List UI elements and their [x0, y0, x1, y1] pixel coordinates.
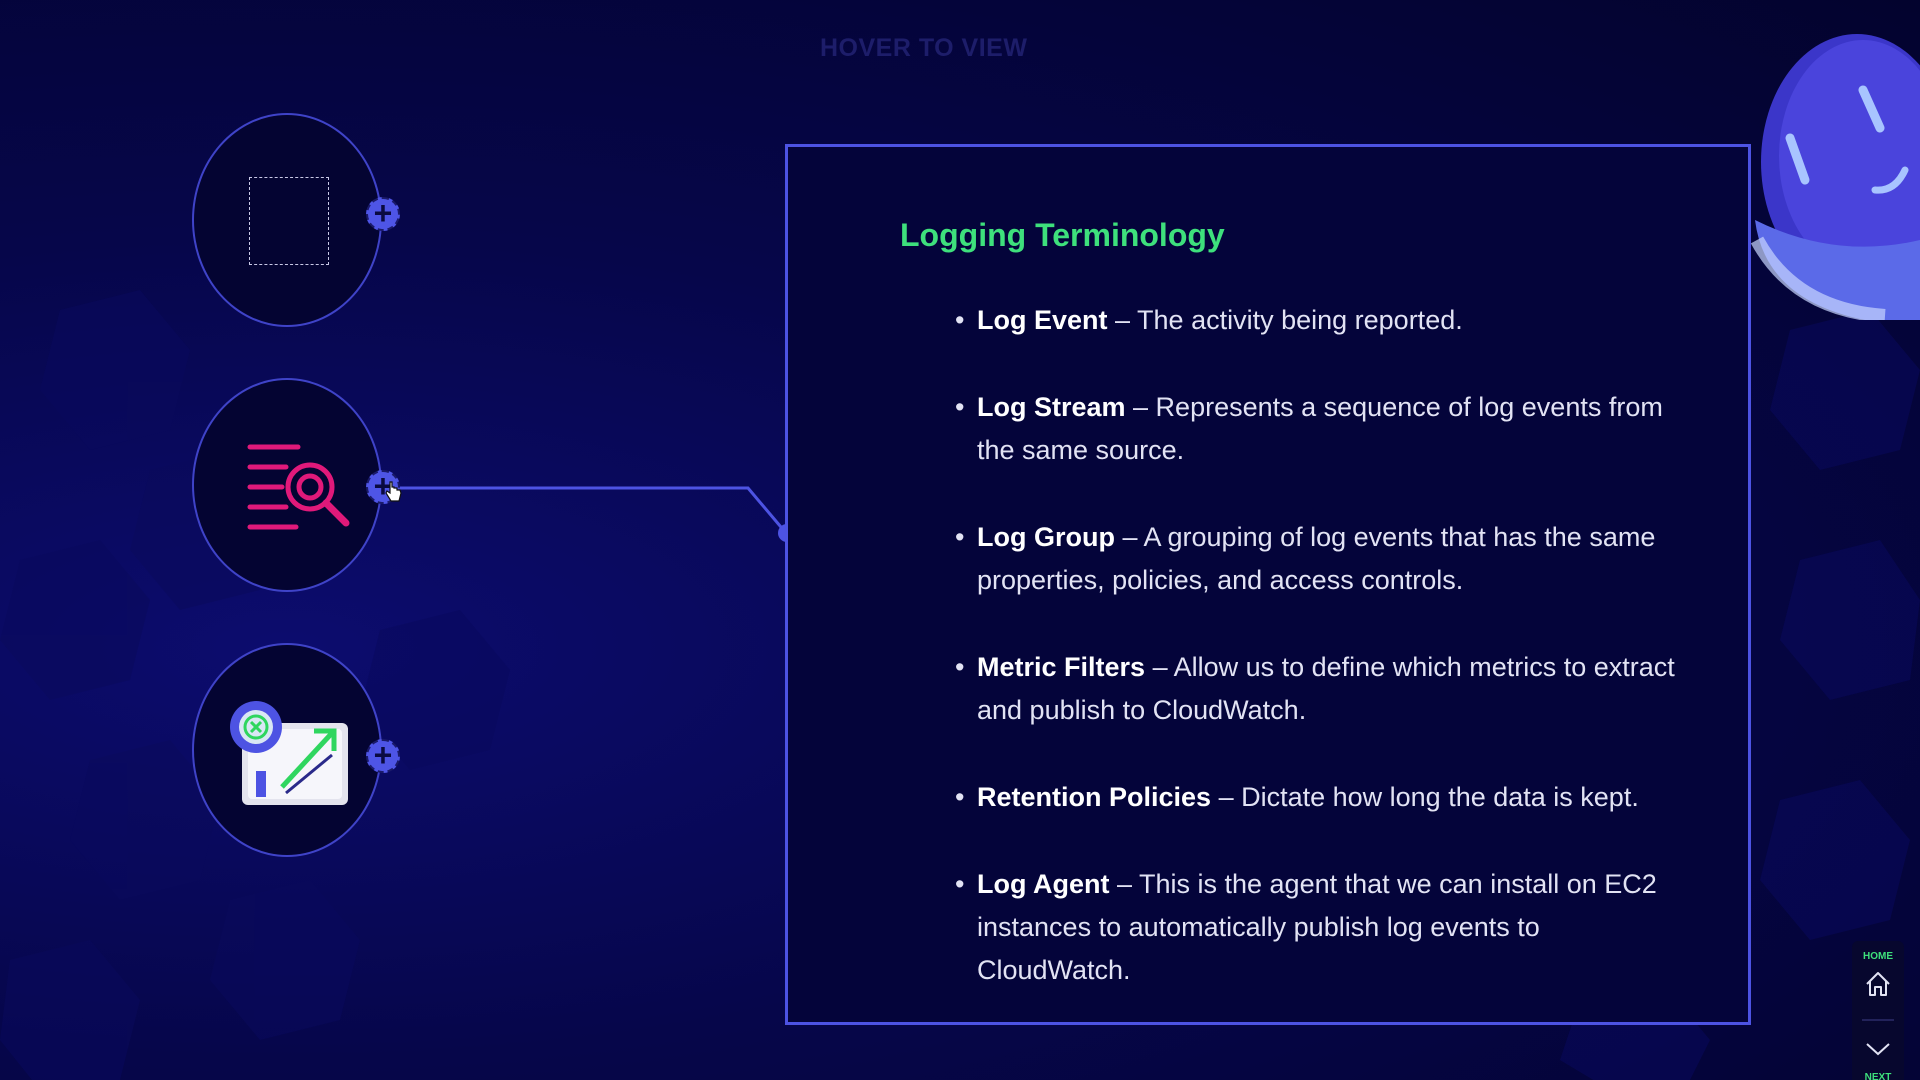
next-label[interactable]: NEXT — [1864, 1072, 1892, 1080]
hotspot-log-search[interactable] — [192, 378, 382, 592]
metrics-chart-icon — [230, 701, 348, 805]
panel-title: Logging Terminology — [900, 217, 1225, 253]
nav-divider — [1862, 1019, 1894, 1021]
hotspot-metrics-chart[interactable] — [192, 643, 382, 857]
mascot-robot-icon — [1750, 34, 1920, 320]
navigation-panel: HOME NEXT — [1852, 941, 1904, 1080]
list-item: Log Agent – This is the agent that we ca… — [955, 863, 1695, 992]
list-item: Retention Policies – Dictate how long th… — [955, 776, 1695, 819]
terminology-panel: Logging Terminology Log Event – The acti… — [785, 144, 1751, 1025]
list-item: Log Event – The activity being reported. — [955, 299, 1695, 342]
hotspot-plus-button-1[interactable]: + — [366, 197, 400, 231]
home-icon[interactable] — [1865, 971, 1891, 997]
terminology-list: Log Event – The activity being reported.… — [955, 299, 1695, 1036]
hotspot-plus-button-3[interactable]: + — [366, 739, 400, 773]
list-item: Log Stream – Represents a sequence of lo… — [955, 386, 1695, 472]
home-label[interactable]: HOME — [1863, 951, 1893, 962]
list-item: Metric Filters – Allow us to define whic… — [955, 646, 1695, 732]
hotspot-placeholder[interactable] — [192, 113, 382, 327]
empty-placeholder-icon — [249, 177, 329, 265]
log-search-icon — [247, 444, 350, 530]
list-item: Log Group – A grouping of log events tha… — [955, 516, 1695, 602]
hover-to-view-label: HOVER TO VIEW — [820, 34, 1028, 62]
chevron-down-icon[interactable] — [1865, 1041, 1891, 1057]
hand-cursor-icon — [385, 481, 402, 502]
